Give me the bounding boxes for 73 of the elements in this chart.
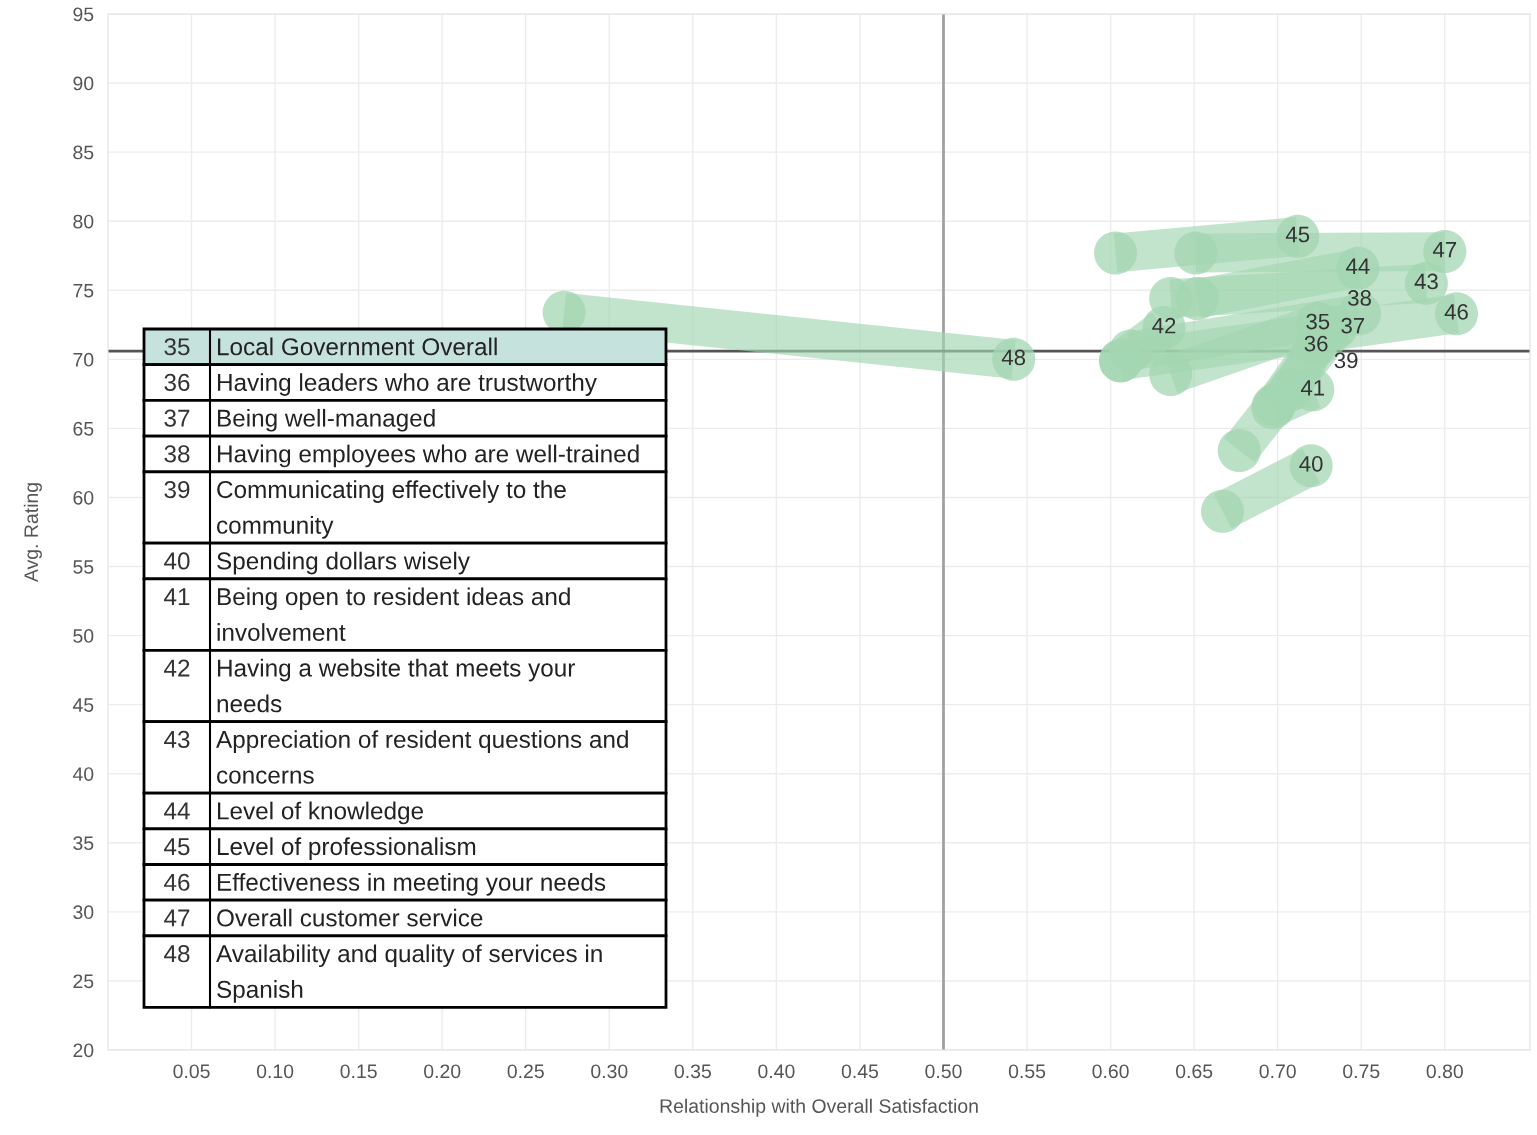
annotation: Level of knowledge [217, 801, 424, 825]
annotation: Availability and quality of services in Spanish [216, 944, 602, 1003]
y-tick-label: 65 [73, 421, 94, 436]
x-tick-label: 0.05 [173, 1064, 210, 1079]
y-tick-label: 40 [72, 767, 94, 781]
annotation: Having employees who are well-trained [217, 444, 639, 468]
x-tick-label: 0.45 [841, 1064, 879, 1079]
x-tick-label: 0.80 [1426, 1064, 1463, 1079]
text: 45 [164, 838, 190, 856]
x-tick-label: 0.20 [424, 1064, 461, 1079]
annotation: Effectiveness in meeting your needs [217, 873, 606, 896]
annotation: Being open to resident ideas and involvement [217, 587, 570, 641]
x-tick-label: 0.55 [1008, 1064, 1046, 1079]
x-tick-label: 0.75 [1343, 1064, 1380, 1079]
y-tick-label: 70 [73, 352, 94, 367]
text: 38 [164, 445, 190, 463]
text: 41 [164, 588, 190, 606]
y-tick-label: 25 [73, 974, 94, 989]
x-tick-label: 0.10 [256, 1064, 294, 1079]
text: 44 [164, 802, 190, 820]
y-tick-label: 50 [73, 629, 94, 643]
annotation: Communicating effectively to the community [217, 480, 566, 539]
y-tick-label: 85 [73, 145, 94, 160]
series-label: 43 [1414, 273, 1438, 290]
x-tick-label: 0.65 [1175, 1064, 1213, 1079]
annotation: Spending dollars wisely [217, 551, 470, 575]
series-label: 47 [1432, 242, 1457, 258]
y-tick-label: 35 [73, 836, 94, 851]
text: 46 [164, 873, 190, 891]
text: 36 [164, 373, 190, 392]
annotation: Having a website that meets your needs [217, 658, 575, 713]
x-tick-label: 0.35 [674, 1064, 711, 1079]
annotation: Being well-managed [217, 408, 435, 432]
text: 40 [164, 552, 190, 570]
y-tick-label: 30 [73, 905, 94, 920]
y-tick-label: 80 [73, 214, 94, 229]
x-tick-label: 0.50 [925, 1064, 962, 1079]
y-tick-label: 20 [73, 1043, 94, 1058]
x-tick-label: 0.70 [1259, 1064, 1296, 1079]
x-tick-label: 0.40 [758, 1064, 795, 1079]
y-tick-label: 95 [73, 7, 94, 22]
series-label: 38 [1348, 290, 1371, 306]
x-tick-label: 0.25 [507, 1064, 544, 1079]
series-label: 39 [1334, 352, 1358, 369]
y-tick-label: 55 [73, 560, 94, 574]
x-axis-title: Relationship with Overall Satisfaction [660, 1098, 978, 1117]
annotation: Overall customer service [217, 908, 483, 927]
series-label: 41 [1300, 380, 1325, 396]
annotation: Appreciation of resident questions and concerns [216, 730, 628, 784]
series-label: 44 [1346, 258, 1370, 274]
x-tick-label: 0.60 [1092, 1064, 1129, 1079]
x-tick-label: 0.30 [591, 1064, 628, 1079]
series-label: 45 [1285, 226, 1310, 243]
series-label: 48 [1001, 349, 1026, 366]
annotation: Level of professionalism [217, 837, 476, 860]
text: 39 [164, 480, 190, 499]
y-tick-label: 75 [73, 283, 94, 298]
text: 37 [164, 409, 190, 427]
annotation: Having leaders who are trustworthy [217, 373, 597, 396]
x-tick-label: 0.15 [340, 1064, 377, 1079]
y-tick-label: 90 [73, 76, 94, 91]
series-label: 46 [1444, 303, 1468, 320]
text: 47 [164, 909, 190, 927]
text: 48 [164, 945, 190, 963]
text: 43 [164, 730, 190, 749]
text: 35 [164, 338, 190, 356]
series-label: 40 [1299, 455, 1323, 472]
series-label: 42 [1152, 317, 1176, 334]
y-axis-title: Avg. Rating [23, 483, 42, 583]
annotation: Local Government Overall [217, 337, 497, 356]
y-tick-label: 45 [72, 698, 94, 712]
y-tick-label: 60 [73, 490, 94, 505]
text: 42 [164, 659, 190, 677]
